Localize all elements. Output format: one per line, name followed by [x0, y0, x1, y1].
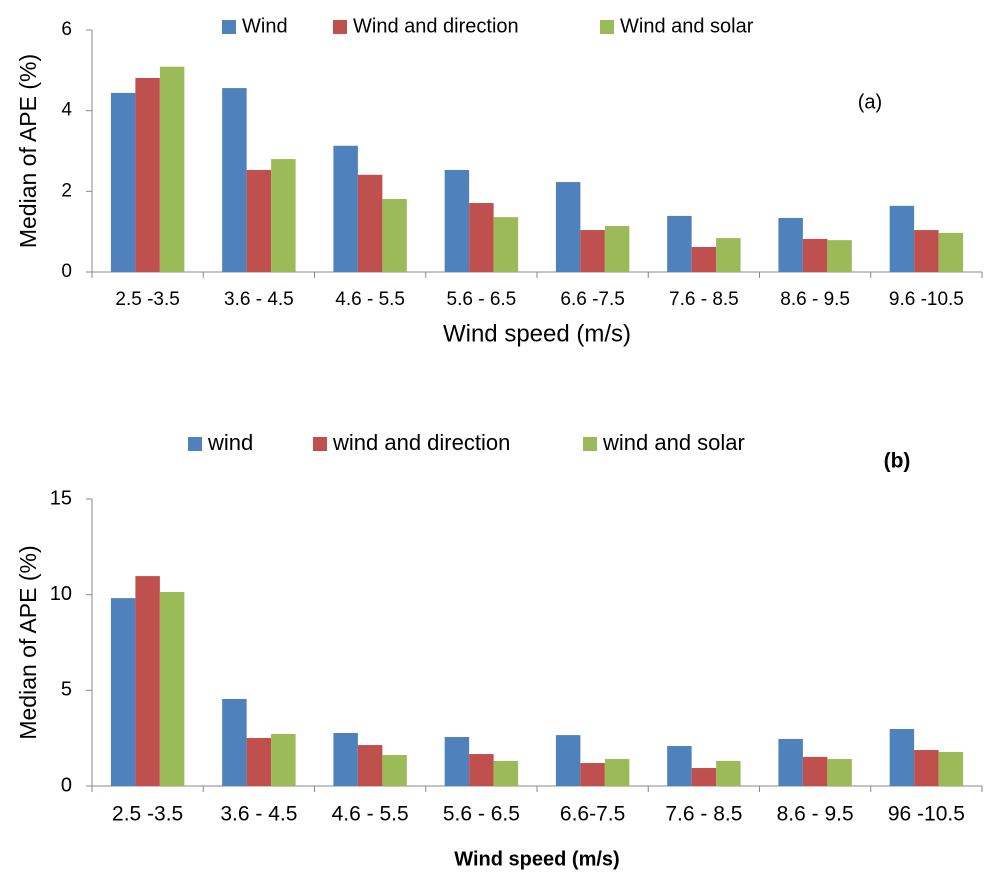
annotation: (a)	[858, 91, 882, 113]
legend-label: Wind and solar	[620, 15, 754, 37]
y-axis-title: Median of APE (%)	[15, 545, 41, 739]
bar	[382, 755, 407, 786]
x-tick-label: 2.5 -3.5	[112, 803, 183, 826]
bar	[802, 756, 828, 786]
bar	[135, 576, 160, 786]
legend-swatch	[188, 437, 202, 451]
x-tick-label: 8.6 - 9.5	[780, 289, 850, 310]
bar	[691, 246, 717, 272]
y-tick-label: 10	[50, 583, 72, 605]
bar	[889, 728, 915, 786]
bar	[357, 174, 383, 272]
x-tick-label: 5.6 - 6.5	[443, 803, 520, 826]
bar	[469, 754, 494, 786]
legend-swatch	[222, 20, 236, 34]
y-tick-label: 4	[61, 100, 72, 121]
bar	[716, 760, 741, 786]
legend-swatch	[313, 437, 327, 451]
bar	[802, 238, 828, 272]
x-tick-label: 3.6 - 4.5	[224, 289, 294, 310]
bar	[580, 763, 605, 786]
bar	[333, 145, 358, 272]
x-tick-label: 6.6-7.5	[560, 803, 625, 826]
y-tick-label: 5	[61, 679, 72, 701]
bar	[827, 240, 852, 272]
bar	[333, 733, 358, 786]
bar	[246, 737, 272, 786]
x-tick-label: 9.6 -10.5	[889, 289, 964, 310]
legend-swatch	[600, 20, 614, 34]
annotation: (b)	[884, 450, 911, 473]
bar	[135, 77, 160, 272]
bar	[222, 698, 247, 786]
x-tick-label: 96 -10.5	[888, 803, 965, 826]
bar	[222, 88, 247, 272]
bar	[716, 238, 741, 272]
bar	[667, 215, 692, 272]
bar	[604, 226, 630, 272]
bar	[159, 591, 185, 786]
bar	[493, 217, 519, 272]
bar	[667, 746, 692, 786]
bar	[357, 745, 383, 786]
bar	[271, 159, 296, 272]
x-tick-label: 4.6 - 5.5	[332, 803, 409, 826]
legend-label: wind	[207, 430, 253, 455]
x-tick-label: 4.6 - 5.5	[335, 289, 405, 310]
bar	[382, 198, 407, 272]
legend-label: wind and direction	[332, 430, 510, 455]
legend-swatch	[583, 437, 597, 451]
x-axis-title: Wind speed (m/s)	[443, 320, 631, 347]
bar	[444, 169, 470, 272]
bar	[555, 735, 581, 786]
bar	[691, 768, 717, 786]
bar	[938, 232, 964, 272]
y-tick-label: 0	[61, 261, 72, 282]
bar	[444, 737, 470, 786]
bar	[580, 230, 605, 272]
bar	[889, 205, 915, 272]
legend-swatch	[333, 20, 347, 34]
y-tick-label: 0	[61, 774, 72, 796]
x-tick-label: 7.6 - 8.5	[669, 289, 739, 310]
legend-label: Wind	[242, 15, 288, 37]
x-tick-label: 7.6 - 8.5	[665, 803, 742, 826]
x-tick-label: 8.6 - 9.5	[777, 803, 854, 826]
x-tick-label: 2.5 -3.5	[115, 289, 179, 310]
y-tick-label: 6	[61, 19, 72, 40]
legend-label: wind and solar	[602, 430, 745, 455]
bar	[604, 759, 630, 786]
x-tick-label: 6.6 -7.5	[560, 289, 624, 310]
bar	[914, 750, 939, 786]
bar	[469, 203, 494, 272]
x-tick-label: 5.6 - 6.5	[447, 289, 517, 310]
y-tick-label: 2	[61, 180, 72, 201]
bar	[778, 217, 803, 272]
bar	[827, 759, 852, 786]
bar	[914, 230, 939, 272]
bar	[110, 598, 136, 786]
bar	[555, 182, 581, 272]
legend-label: Wind and direction	[353, 15, 519, 37]
x-tick-label: 3.6 - 4.5	[220, 803, 297, 826]
bar	[246, 169, 272, 272]
bar	[778, 738, 803, 786]
bar	[938, 751, 964, 786]
x-axis-title: Wind speed (m/s)	[454, 848, 619, 870]
y-tick-label: 15	[50, 487, 72, 509]
bar	[110, 92, 136, 272]
bar	[493, 760, 519, 786]
bar	[159, 66, 185, 272]
y-axis-title: Median of APE (%)	[15, 54, 41, 248]
bar	[271, 733, 296, 786]
